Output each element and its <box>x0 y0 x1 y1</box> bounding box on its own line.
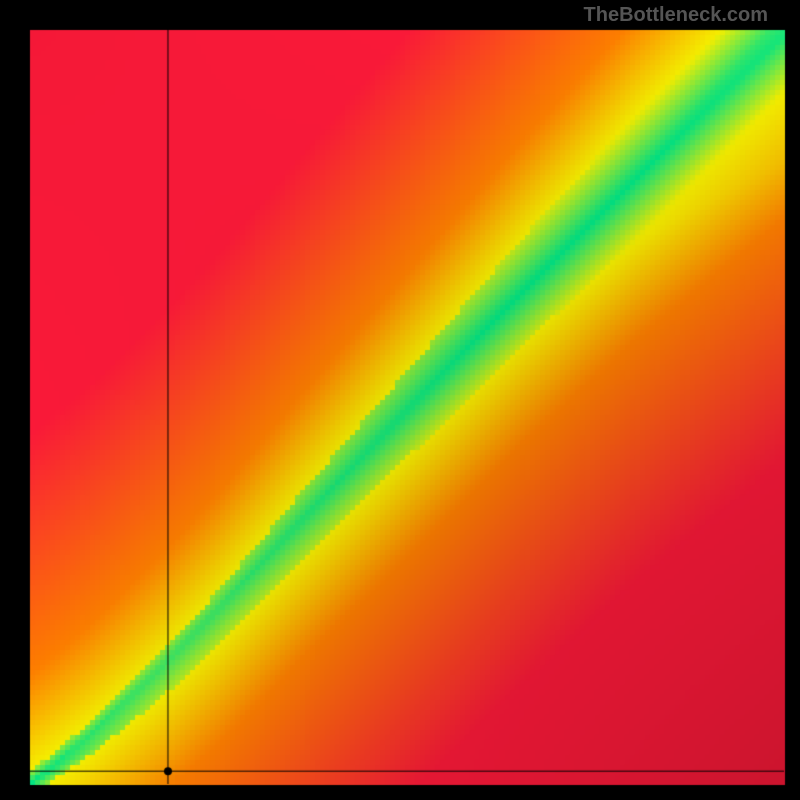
heatmap-canvas <box>0 0 800 800</box>
attribution-text: TheBottleneck.com <box>584 4 768 27</box>
bottleneck-heatmap <box>0 0 800 800</box>
